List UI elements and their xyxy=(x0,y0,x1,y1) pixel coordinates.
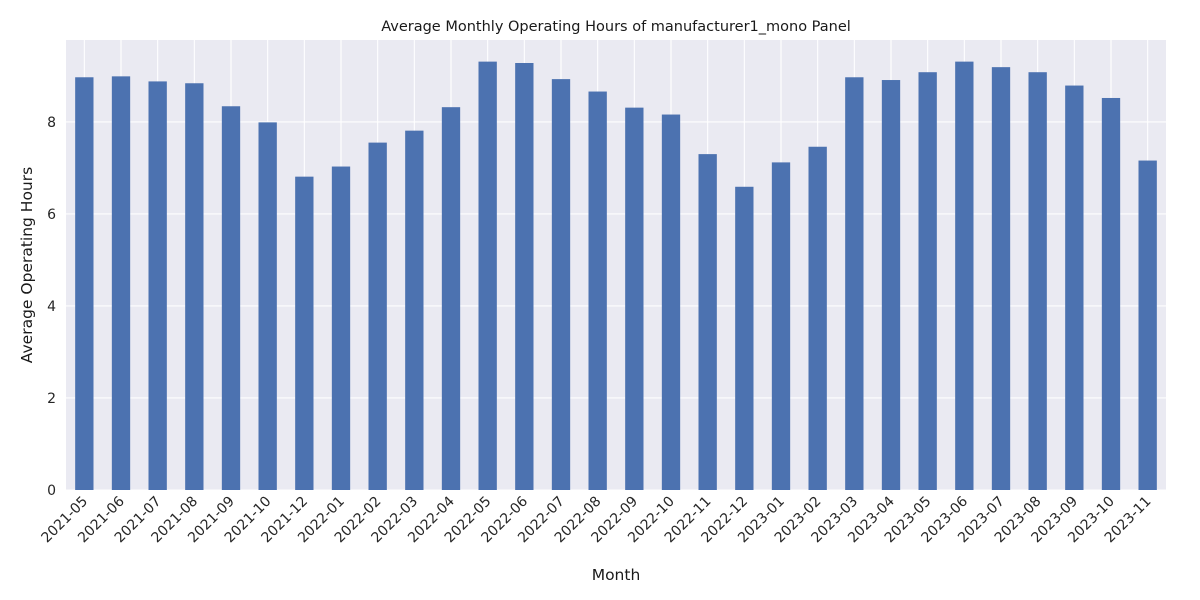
y-tick-label: 6 xyxy=(47,207,56,223)
bar-2022-11 xyxy=(698,154,717,491)
bar-2023-05 xyxy=(918,72,937,490)
bar-2022-01 xyxy=(331,166,351,490)
bar-2021-06 xyxy=(111,76,131,490)
bar-2022-08 xyxy=(588,91,607,490)
x-tick-labels: 2021-052021-062021-072021-082021-092021-… xyxy=(38,493,1154,546)
x-axis-label: Month xyxy=(592,566,641,584)
bar-2022-04 xyxy=(441,107,461,490)
bar-2021-08 xyxy=(185,83,204,491)
bar-2021-05 xyxy=(75,77,94,491)
bar-2023-08 xyxy=(1028,72,1047,490)
y-tick-label: 8 xyxy=(47,115,56,131)
bar-2023-01 xyxy=(771,162,791,490)
plot-area xyxy=(66,40,1166,490)
bar-2021-10 xyxy=(258,122,277,490)
y-axis-label: Average Operating Hours xyxy=(18,167,36,363)
bar-2023-03 xyxy=(845,77,864,491)
bar-2022-02 xyxy=(368,142,387,490)
bars xyxy=(75,61,1157,491)
bar-2023-11 xyxy=(1138,160,1157,490)
bar-2022-06 xyxy=(515,63,534,490)
bar-2023-09 xyxy=(1065,85,1084,490)
y-tick-labels: 0 2 4 6 8 xyxy=(47,115,56,499)
y-tick-label: 0 xyxy=(47,483,56,499)
bar-2022-12 xyxy=(735,186,754,490)
bar-2023-02 xyxy=(808,146,827,490)
y-tick-label: 2 xyxy=(47,391,56,407)
bar-2023-06 xyxy=(955,61,974,491)
bar-2022-10 xyxy=(661,114,681,490)
bar-2021-12 xyxy=(295,176,314,491)
y-tick-label: 4 xyxy=(47,299,56,315)
chart-title: Average Monthly Operating Hours of manuf… xyxy=(381,19,851,35)
bar-2022-05 xyxy=(478,61,497,491)
bar-2022-09 xyxy=(625,107,644,491)
bar-2023-07 xyxy=(991,67,1011,490)
bar-2022-07 xyxy=(551,79,571,491)
bar-2021-07 xyxy=(148,81,167,490)
bar-2022-03 xyxy=(405,130,424,490)
bar-2023-04 xyxy=(881,80,901,491)
bar-2021-09 xyxy=(221,106,241,491)
bar-2023-10 xyxy=(1101,97,1121,490)
